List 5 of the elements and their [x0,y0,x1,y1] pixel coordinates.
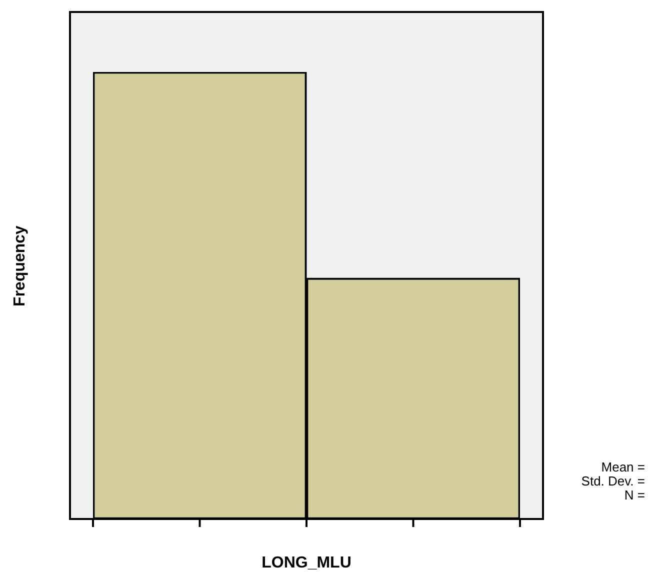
y-axis-title: Frequency [11,225,28,306]
x-axis-title: LONG_MLU [262,554,352,572]
text: Mean = [601,460,645,475]
text: Std. Dev. = [581,474,645,489]
text: N = [624,488,645,503]
